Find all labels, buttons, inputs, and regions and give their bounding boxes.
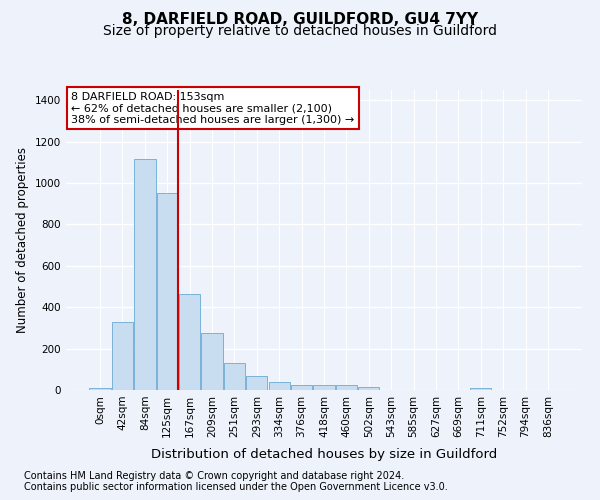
Bar xyxy=(358,387,379,390)
Bar xyxy=(336,385,357,390)
Text: Contains public sector information licensed under the Open Government Licence v3: Contains public sector information licen… xyxy=(24,482,448,492)
Bar xyxy=(202,333,223,390)
Bar xyxy=(291,386,312,390)
Bar xyxy=(269,382,290,390)
Bar xyxy=(134,160,155,390)
Bar xyxy=(179,294,200,390)
X-axis label: Distribution of detached houses by size in Guildford: Distribution of detached houses by size … xyxy=(151,448,497,461)
Bar xyxy=(470,388,491,390)
Bar xyxy=(157,194,178,390)
Y-axis label: Number of detached properties: Number of detached properties xyxy=(16,147,29,333)
Bar xyxy=(112,322,133,390)
Bar xyxy=(224,363,245,390)
Text: 8 DARFIELD ROAD: 153sqm
← 62% of detached houses are smaller (2,100)
38% of semi: 8 DARFIELD ROAD: 153sqm ← 62% of detache… xyxy=(71,92,355,124)
Text: Size of property relative to detached houses in Guildford: Size of property relative to detached ho… xyxy=(103,24,497,38)
Bar xyxy=(89,388,111,390)
Text: 8, DARFIELD ROAD, GUILDFORD, GU4 7YY: 8, DARFIELD ROAD, GUILDFORD, GU4 7YY xyxy=(122,12,478,28)
Text: Contains HM Land Registry data © Crown copyright and database right 2024.: Contains HM Land Registry data © Crown c… xyxy=(24,471,404,481)
Bar xyxy=(246,376,268,390)
Bar xyxy=(313,385,335,390)
